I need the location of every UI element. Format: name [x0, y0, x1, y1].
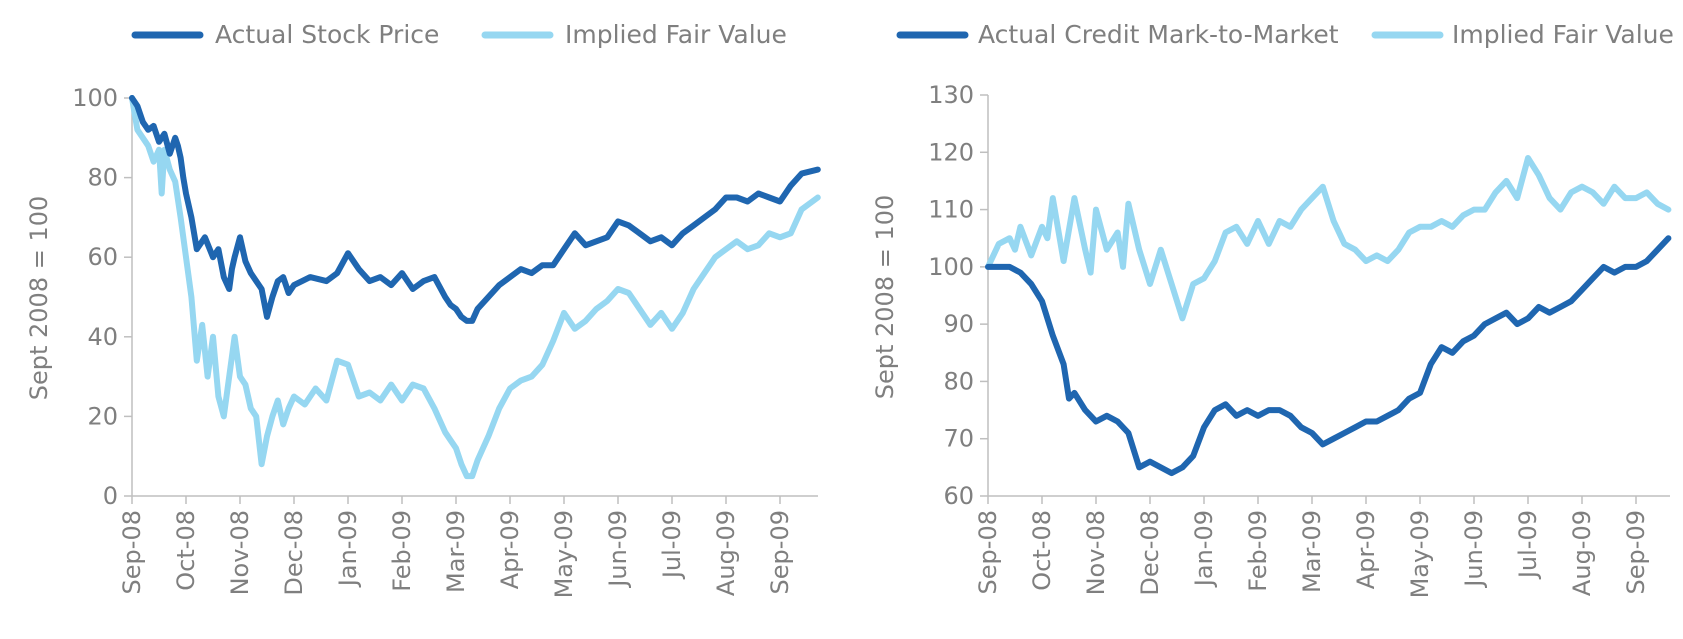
- x-tick-label: May-09: [1406, 510, 1434, 598]
- x-tick-label: Jun-09: [604, 510, 632, 589]
- x-ticks-left: Sep-08 Oct-08 Nov-08 Dec-08 Jan-09 Feb-09 Mar-…: [118, 496, 794, 598]
- x-ticks-right: Sep-08 Oct-08 Nov-08 Dec-08 Jan-09 Feb-09 Mar-…: [974, 496, 1650, 598]
- series-line-actual-credit-mark-to-market: [985, 235, 1672, 477]
- x-tick-label: Jul-09: [1514, 510, 1542, 580]
- x-tick-label: Jan-09: [334, 510, 362, 588]
- x-tick-label: Oct-08: [1028, 510, 1056, 591]
- y-tick-label: 0: [103, 482, 118, 510]
- x-tick-label: May-09: [550, 510, 578, 598]
- x-tick-label: Jun-09: [1460, 510, 1488, 589]
- y-tick-label: 80: [87, 164, 118, 192]
- series-line-actual-stock-price: [129, 95, 821, 324]
- y-tick-label: 120: [928, 138, 974, 166]
- legend-label-implied-fair-value: Implied Fair Value: [565, 20, 787, 49]
- y-tick-label: 70: [943, 425, 974, 453]
- x-tick-label: Aug-09: [712, 510, 740, 596]
- x-tick-label: Sep-08: [974, 510, 1002, 594]
- legend-label-actual-stock-price: Actual Stock Price: [215, 20, 439, 49]
- y-tick-label: 110: [928, 196, 974, 224]
- y-ticks-left: 0 20 40 60 80 100: [72, 84, 132, 510]
- x-tick-label: Sep-08: [118, 510, 146, 594]
- chart-right: Actual Credit Mark-to-Market Implied Fai…: [871, 20, 1674, 598]
- x-tick-label: Jul-09: [658, 510, 686, 580]
- legend-right: Actual Credit Mark-to-Market Implied Fai…: [896, 20, 1674, 49]
- x-tick-label: Mar-09: [1298, 510, 1326, 593]
- series-right: [985, 155, 1672, 477]
- series-line-implied-fair-value: [129, 95, 821, 480]
- y-axis-title-right: Sept 2008 = 100: [871, 195, 899, 400]
- x-tick-label: Feb-09: [1244, 510, 1272, 592]
- chart-left: Actual Stock Price Implied Fair Value Se…: [25, 20, 821, 598]
- legend-label-actual-credit-mtm: Actual Credit Mark-to-Market: [978, 20, 1339, 49]
- y-tick-label: 90: [943, 310, 974, 338]
- series-left: [129, 95, 821, 480]
- x-tick-label: Dec-08: [1136, 510, 1164, 596]
- legend-left: Actual Stock Price Implied Fair Value: [131, 20, 787, 49]
- x-tick-label: Sep-09: [1622, 510, 1650, 594]
- y-tick-label: 60: [87, 243, 118, 271]
- y-tick-label: 80: [943, 367, 974, 395]
- x-tick-label: Sep-09: [766, 510, 794, 594]
- y-ticks-right: 60 70 80 90 100 110 120 130: [928, 81, 988, 510]
- y-tick-label: 60: [943, 482, 974, 510]
- x-tick-label: Apr-09: [496, 510, 524, 589]
- x-tick-label: Aug-09: [1568, 510, 1596, 596]
- x-tick-label: Apr-09: [1352, 510, 1380, 589]
- y-tick-label: 100: [928, 253, 974, 281]
- x-tick-label: Feb-09: [388, 510, 416, 592]
- x-tick-label: Jan-09: [1190, 510, 1218, 588]
- y-axis-title-left: Sept 2008 = 100: [25, 196, 53, 401]
- y-tick-label: 20: [87, 402, 118, 430]
- legend-label-implied-fair-value-right: Implied Fair Value: [1452, 20, 1674, 49]
- x-tick-label: Nov-08: [1082, 510, 1110, 595]
- y-tick-label: 40: [87, 323, 118, 351]
- x-tick-label: Nov-08: [226, 510, 254, 595]
- y-tick-label: 100: [72, 84, 118, 112]
- y-tick-label: 130: [928, 81, 974, 109]
- x-tick-label: Mar-09: [442, 510, 470, 593]
- x-tick-label: Oct-08: [172, 510, 200, 591]
- x-tick-label: Dec-08: [280, 510, 308, 596]
- series-line-implied-fair-value: [985, 155, 1672, 322]
